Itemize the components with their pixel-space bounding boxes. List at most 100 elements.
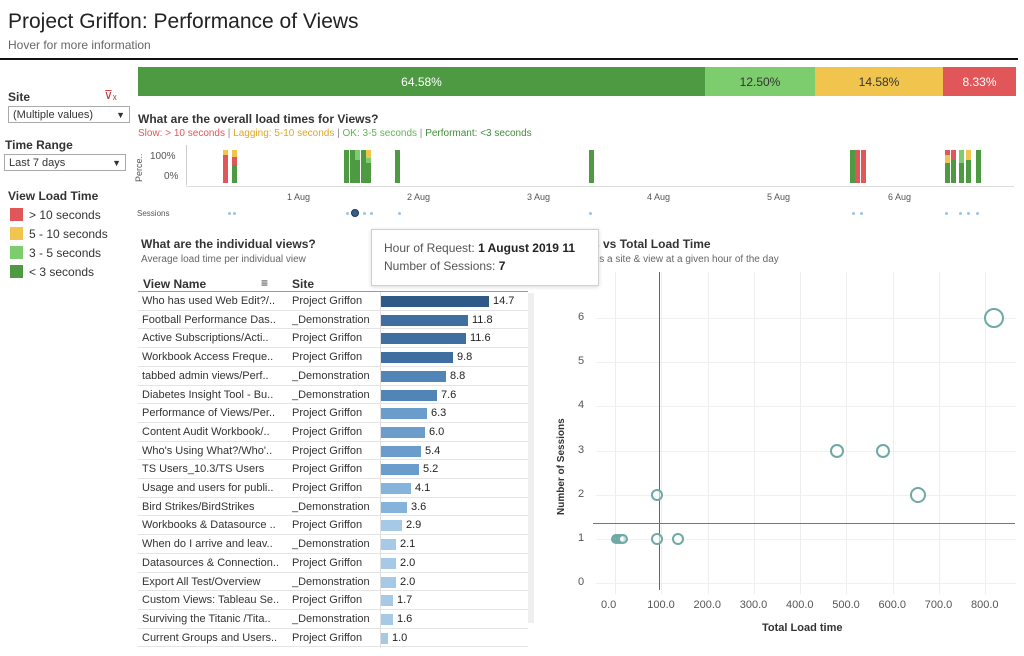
session-dot[interactable]	[228, 212, 231, 215]
table-row[interactable]: Content Audit Workbook/.. Project Griffon…	[138, 423, 528, 441]
load-time-bar[interactable]	[381, 314, 468, 326]
session-dot[interactable]	[967, 212, 970, 215]
table-row[interactable]: Who's Using What?/Who'.. Project Griffon 5…	[138, 442, 528, 460]
load-time-bar[interactable]	[381, 520, 402, 532]
sort-icon[interactable]: ≡	[261, 276, 269, 290]
load-time-bar[interactable]	[381, 464, 419, 476]
load-time-bar[interactable]	[381, 426, 425, 438]
timeline-bar[interactable]	[976, 150, 981, 183]
timeline-bar[interactable]	[959, 150, 964, 164]
session-dot-selected[interactable]	[351, 209, 359, 217]
session-dot[interactable]	[945, 212, 948, 215]
load-time-bar[interactable]	[381, 595, 393, 607]
overall-segment[interactable]: 12.50%	[705, 67, 815, 96]
overall-load-time-bar[interactable]: 64.58% 12.50% 14.58% 8.33%	[138, 67, 1016, 96]
scatter-point[interactable]	[984, 308, 1005, 328]
load-time-bar[interactable]	[381, 408, 427, 420]
table-row[interactable]: Datasources & Connection.. Project Griffo…	[138, 554, 528, 572]
session-dot[interactable]	[852, 212, 855, 215]
timeline-bar[interactable]	[344, 150, 349, 183]
table-row[interactable]: Current Groups and Users.. Project Griffo…	[138, 629, 528, 647]
scatter-point[interactable]	[650, 532, 663, 545]
timeline-bar[interactable]	[966, 159, 971, 183]
session-dot[interactable]	[233, 212, 236, 215]
load-time-bar[interactable]	[381, 576, 396, 588]
timeline-bar[interactable]	[861, 150, 866, 183]
scatter-point[interactable]	[830, 443, 844, 458]
session-dot[interactable]	[346, 212, 349, 215]
time-range-dropdown[interactable]: Last 7 days ▼	[4, 154, 126, 171]
timeline-bar[interactable]	[966, 150, 971, 160]
timeline-bar[interactable]	[366, 150, 371, 159]
scatter-point[interactable]	[618, 533, 629, 544]
table-row[interactable]: Performance of Views/Per.. Project Griffo…	[138, 404, 528, 422]
overall-segment[interactable]: 64.58%	[138, 67, 705, 96]
timeline-bar[interactable]	[223, 150, 228, 155]
table-row[interactable]: Usage and users for publi.. Project Griff…	[138, 479, 528, 497]
table-row[interactable]: Surviving the Titanic /Tita.. _Demonstrat…	[138, 610, 528, 628]
column-header-view-name[interactable]: View Name	[143, 277, 207, 291]
legend-item[interactable]: > 10 seconds	[10, 205, 108, 224]
legend-item[interactable]: 3 - 5 seconds	[10, 243, 108, 262]
table-row[interactable]: Export All Test/Overview _Demonstration 2.…	[138, 573, 528, 591]
legend-item[interactable]: 5 - 10 seconds	[10, 224, 108, 243]
load-time-bar[interactable]	[381, 333, 466, 345]
timeline-bar[interactable]	[232, 150, 237, 157]
session-dot[interactable]	[976, 212, 979, 215]
timeline-bar[interactable]	[355, 150, 360, 160]
timeline-bar[interactable]	[945, 154, 950, 164]
table-row[interactable]: Diabetes Insight Tool - Bu.. _Demonstrati…	[138, 386, 528, 404]
scatter-point[interactable]	[909, 486, 926, 503]
timeline-bar[interactable]	[232, 164, 237, 183]
table-row[interactable]: Who has used Web Edit?/.. Project Griffon…	[138, 292, 528, 310]
load-time-bar[interactable]	[381, 613, 393, 625]
timeline-bar[interactable]	[350, 150, 355, 183]
table-row[interactable]: Bird Strikes/BirdStrikes _Demonstration 3.…	[138, 498, 528, 516]
table-row[interactable]: Custom Views: Tableau Se.. Project Griffo…	[138, 591, 528, 609]
overall-segment[interactable]: 8.33%	[943, 67, 1016, 96]
session-dot[interactable]	[370, 212, 373, 215]
load-time-bar[interactable]	[381, 483, 411, 494]
load-time-bar[interactable]	[381, 370, 446, 382]
scatter-point[interactable]	[650, 488, 663, 501]
timeline-bar[interactable]	[945, 163, 950, 183]
table-row[interactable]: tabbed admin views/Perf.. _Demonstration 8…	[138, 367, 528, 385]
load-time-bar[interactable]	[381, 445, 421, 457]
session-dot[interactable]	[363, 212, 366, 215]
load-time-bar[interactable]	[381, 389, 437, 401]
timeline-bar[interactable]	[361, 150, 366, 183]
timeline-bar[interactable]	[850, 150, 855, 183]
load-time-bar[interactable]	[381, 539, 396, 551]
session-dot[interactable]	[589, 212, 592, 215]
timeline-bar[interactable]	[959, 163, 964, 183]
table-row[interactable]: Active Subscriptions/Acti.. Project Griff…	[138, 329, 528, 347]
timeline-bar[interactable]	[951, 159, 956, 183]
site-dropdown[interactable]: (Multiple values) ▼	[8, 106, 130, 123]
load-time-bar[interactable]	[381, 632, 388, 644]
timeline-bar[interactable]	[945, 150, 950, 155]
scatter-point[interactable]	[876, 443, 891, 458]
load-time-bar[interactable]	[381, 557, 396, 569]
timeline-bar[interactable]	[951, 150, 956, 160]
timeline-bar[interactable]	[366, 163, 371, 183]
timeline-bar[interactable]	[366, 158, 371, 164]
table-scrollbar[interactable]	[528, 293, 534, 623]
session-dot[interactable]	[398, 212, 401, 215]
timeline-bar[interactable]	[232, 156, 237, 165]
timeline-bar[interactable]	[589, 150, 594, 183]
load-time-bar[interactable]	[381, 296, 489, 307]
table-row[interactable]: TS Users_10.3/TS Users Project Griffon 5.2	[138, 460, 528, 478]
table-row[interactable]: Workbook Access Freque.. Project Griffon 9…	[138, 348, 528, 366]
timeline-chart[interactable]	[0, 0, 1024, 230]
timeline-bar[interactable]	[395, 150, 400, 183]
timeline-bar[interactable]	[355, 159, 360, 183]
table-row[interactable]: Football Performance Das.. _Demonstration…	[138, 311, 528, 329]
legend-item[interactable]: < 3 seconds	[10, 262, 108, 281]
overall-segment[interactable]: 14.58%	[815, 67, 943, 96]
session-dot[interactable]	[860, 212, 863, 215]
load-time-bar[interactable]	[381, 501, 407, 513]
load-time-bar[interactable]	[381, 352, 453, 364]
timeline-bar[interactable]	[223, 154, 228, 183]
table-row[interactable]: Workbooks & Datasource .. Project Griffon…	[138, 516, 528, 534]
column-header-site[interactable]: Site	[292, 277, 315, 291]
